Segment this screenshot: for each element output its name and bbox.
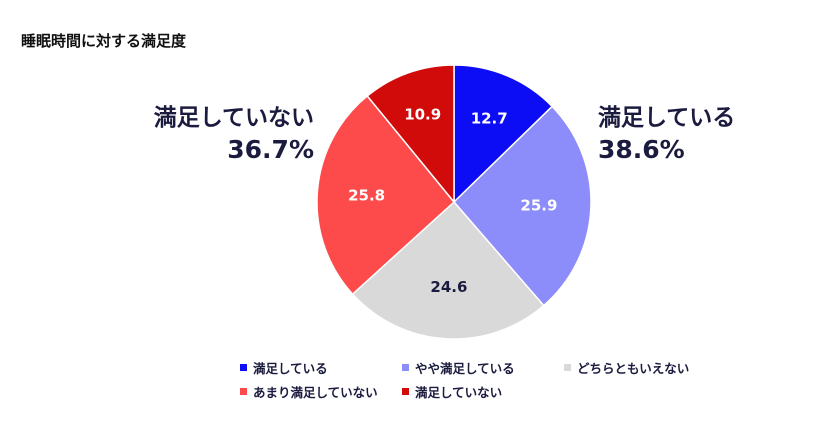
legend-swatch-icon [564, 364, 571, 371]
legend-label: 満足していない [415, 385, 503, 400]
chart-title: 睡眠時間に対する満足度 [21, 32, 187, 50]
slice-value-label: 12.7 [471, 110, 508, 128]
callout-left-percent: 36.7% [227, 135, 314, 164]
legend-item-satisfied: 満足している [240, 358, 328, 377]
slice-somewhat-satisfied [452, 105, 592, 307]
legend-item-not-satisfied: 満足していない [402, 382, 502, 401]
slice-neutral [351, 200, 545, 340]
legend-label: やや満足している [415, 361, 515, 376]
legend-item-neutral: どちらともいえない [564, 358, 689, 377]
callout-satisfied: 満足している 38.6% [598, 103, 735, 165]
callout-not-satisfied: 満足していない 36.7% [154, 103, 314, 165]
legend-swatch-icon [240, 388, 247, 395]
slice-not-very-satisfied [316, 94, 456, 296]
legend-item-not-very-satisfied: あまり満足していない [240, 382, 378, 401]
slice-value-label: 25.8 [348, 187, 385, 205]
legend-swatch-icon [402, 364, 409, 371]
slice-value-label: 25.9 [520, 197, 557, 215]
legend-label: 満足している [253, 361, 328, 376]
slice-satisfied [453, 64, 554, 204]
callout-right-percent: 38.6% [598, 135, 685, 164]
legend-item-somewhat-satisfied: やや満足している [402, 358, 515, 377]
legend-label: どちらともいえない [577, 361, 690, 376]
slice-value-label: 24.6 [430, 278, 467, 296]
callout-left-label: 満足していない [153, 105, 314, 131]
legend-swatch-icon [240, 364, 247, 371]
slice-value-label: 10.9 [404, 105, 441, 123]
legend-swatch-icon [402, 388, 409, 395]
legend-label: あまり満足していない [253, 385, 378, 400]
slice-not-satisfied [366, 64, 455, 205]
callout-right-label: 満足している [598, 105, 736, 131]
